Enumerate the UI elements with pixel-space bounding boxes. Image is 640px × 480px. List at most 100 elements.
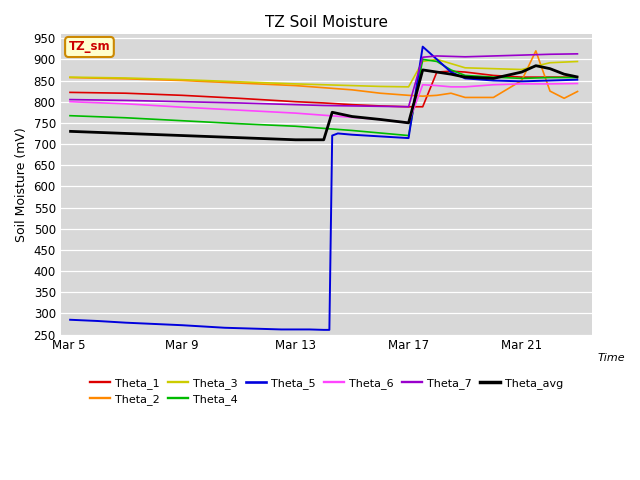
Theta_4 <box>490 74 497 80</box>
Theta_7 <box>490 53 497 59</box>
Theta_7 <box>461 54 469 60</box>
Theta_7 <box>575 51 582 57</box>
Theta_avg <box>179 132 186 138</box>
Theta_avg <box>65 129 73 134</box>
Theta_avg <box>376 117 384 122</box>
Theta_3 <box>404 84 412 90</box>
Theta_avg <box>235 135 243 141</box>
Theta_2 <box>546 88 554 94</box>
Theta_7 <box>404 104 412 109</box>
Theta_avg <box>433 69 441 75</box>
Theta_5 <box>419 44 426 49</box>
Theta_2 <box>560 96 568 101</box>
Theta_1 <box>518 74 525 80</box>
Theta_2 <box>575 88 582 94</box>
Theta_4 <box>235 121 243 127</box>
Theta_6 <box>546 81 554 87</box>
Theta_2 <box>179 78 186 84</box>
Theta_5 <box>207 324 214 330</box>
Theta_2 <box>433 93 441 98</box>
Theta_2 <box>419 93 426 99</box>
Theta_5 <box>193 323 200 329</box>
Legend: Theta_1, Theta_2, Theta_3, Theta_4, Theta_5, Theta_6, Theta_7, Theta_avg: Theta_1, Theta_2, Theta_3, Theta_4, Thet… <box>86 373 568 409</box>
Theta_1 <box>320 100 328 106</box>
Theta_7 <box>179 99 186 105</box>
Line: Theta_1: Theta_1 <box>69 71 579 107</box>
Theta_1 <box>292 99 300 105</box>
Theta_5 <box>122 320 129 325</box>
Theta_6 <box>320 112 328 118</box>
Theta_4 <box>419 57 426 62</box>
Theta_2 <box>348 87 356 93</box>
Theta_4 <box>447 67 455 73</box>
Theta_7 <box>292 102 300 108</box>
Theta_2 <box>447 90 455 96</box>
Theta_5 <box>93 318 101 324</box>
Theta_6 <box>235 107 243 113</box>
Theta_3 <box>235 79 243 84</box>
Theta_7 <box>235 100 243 106</box>
Theta_1 <box>490 72 497 78</box>
Theta_5 <box>221 325 228 331</box>
Theta_avg <box>419 67 426 73</box>
Theta_3 <box>348 83 356 88</box>
Theta_7 <box>348 103 356 109</box>
Theta_avg <box>518 69 525 75</box>
Theta_6 <box>575 81 582 86</box>
Theta_2 <box>235 80 243 86</box>
Theta_avg <box>490 75 497 81</box>
Theta_5 <box>433 57 441 62</box>
Title: TZ Soil Moisture: TZ Soil Moisture <box>265 15 388 30</box>
Theta_4 <box>518 75 525 81</box>
Theta_avg <box>575 74 582 80</box>
Theta_6 <box>419 82 426 88</box>
Theta_4 <box>65 113 73 119</box>
Theta_6 <box>348 114 356 120</box>
Theta_6 <box>404 120 412 126</box>
Theta_4 <box>292 123 300 129</box>
Theta_3 <box>518 67 525 72</box>
Theta_5 <box>235 325 243 331</box>
Theta_6 <box>292 110 300 116</box>
Theta_1 <box>447 68 455 74</box>
Theta_5 <box>404 135 412 141</box>
Theta_1 <box>575 74 582 80</box>
Theta_3 <box>292 81 300 87</box>
Line: Theta_7: Theta_7 <box>69 54 579 107</box>
Theta_avg <box>560 72 568 77</box>
Theta_avg <box>292 137 300 143</box>
Theta_4 <box>122 115 129 120</box>
Theta_1 <box>419 104 426 109</box>
Theta_5 <box>376 133 384 139</box>
Theta_2 <box>532 48 540 54</box>
Theta_6 <box>433 83 441 88</box>
Theta_1 <box>433 69 441 75</box>
Theta_5 <box>461 75 469 81</box>
Theta_4 <box>575 75 582 81</box>
Y-axis label: Soil Moisture (mV): Soil Moisture (mV) <box>15 127 28 241</box>
Theta_3 <box>65 74 73 80</box>
Theta_5 <box>328 132 336 138</box>
Theta_1 <box>404 104 412 109</box>
Theta_4 <box>404 132 412 138</box>
Theta_avg <box>447 72 455 77</box>
Line: Theta_avg: Theta_avg <box>69 66 579 140</box>
Theta_7 <box>320 103 328 108</box>
Theta_5 <box>326 327 333 333</box>
Theta_1 <box>461 69 469 75</box>
Theta_5 <box>263 326 271 332</box>
Theta_1 <box>122 90 129 96</box>
Theta_2 <box>404 93 412 98</box>
Theta_3 <box>179 77 186 83</box>
Theta_avg <box>122 131 129 136</box>
Theta_2 <box>490 95 497 100</box>
Line: Theta_5: Theta_5 <box>69 47 579 330</box>
Theta_1 <box>376 103 384 109</box>
Theta_5 <box>249 326 257 332</box>
Text: Time: Time <box>598 353 625 362</box>
Theta_7 <box>376 104 384 109</box>
Line: Theta_2: Theta_2 <box>69 51 579 98</box>
Text: TZ_sm: TZ_sm <box>68 40 110 53</box>
Theta_avg <box>532 63 540 69</box>
Theta_avg <box>348 114 356 120</box>
